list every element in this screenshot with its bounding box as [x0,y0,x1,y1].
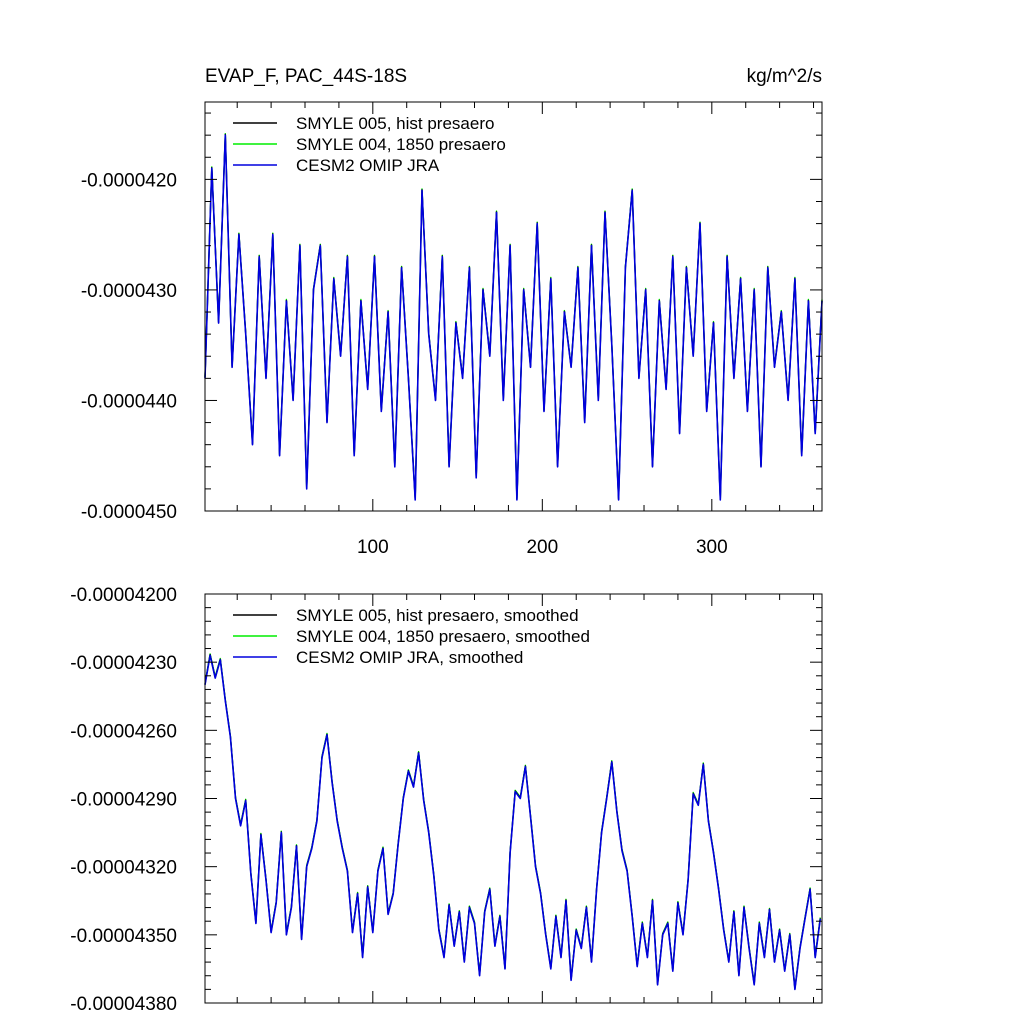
legend-label: SMYLE 004, 1850 presaero, smoothed [296,627,590,646]
x-tick-label: 300 [696,537,728,558]
series-line-2 [204,654,822,991]
legend-label: CESM2 OMIP JRA [296,156,440,175]
y-axis: -0.00004200 -0.00004230 -0.00004260 -0.0000… [70,585,822,1015]
plot-marks [204,132,823,501]
y-axis: -0.0000420 -0.0000430 -0.0000440 -0.0000450 [81,112,822,523]
y-tick-label: -0.00004290 [70,790,177,811]
x-tick-label: 100 [357,537,389,558]
y-tick-label: -0.00004380 [70,994,177,1015]
series-line-2 [204,134,823,501]
x-axis: 100 200 300 [236,102,815,558]
plot-marks [204,653,822,991]
y-tick-label: -0.0000440 [81,391,177,412]
legend: SMYLE 005, hist presaero, smoothed SMYLE … [233,606,590,667]
y-tick-label: -0.0000420 [81,170,177,191]
y-tick-label: -0.00004230 [70,653,177,674]
x-tick-label: 200 [526,537,558,558]
legend: SMYLE 005, hist presaero SMYLE 004, 1850 … [233,114,506,175]
x-axis [236,594,815,1003]
y-tick-label: -0.0000430 [81,281,177,302]
plot-frame [204,101,823,512]
panel-title-left: EVAP_F, PAC_44S-18S [205,66,407,87]
evap-panel-raw: EVAP_F, PAC_44S-18S kg/m^2/s -0.0000420-… [81,66,823,558]
y-tick-label: -0.00004350 [70,926,177,947]
y-tick-label: -0.00004200 [70,585,177,606]
legend-label: SMYLE 005, hist presaero, smoothed [296,606,579,625]
y-tick-label: -0.0000450 [81,502,177,523]
legend-label: SMYLE 004, 1850 presaero [296,135,506,154]
y-tick-label: -0.00004260 [70,721,177,742]
panel-title-right: kg/m^2/s [747,66,822,87]
legend-label: SMYLE 005, hist presaero [296,114,494,133]
evap-panel-smoothed: -0.00004200 -0.00004230 -0.00004260 -0.0000… [70,585,823,1015]
y-tick-label: -0.00004320 [70,858,177,879]
legend-label: CESM2 OMIP JRA, smoothed [296,648,523,667]
